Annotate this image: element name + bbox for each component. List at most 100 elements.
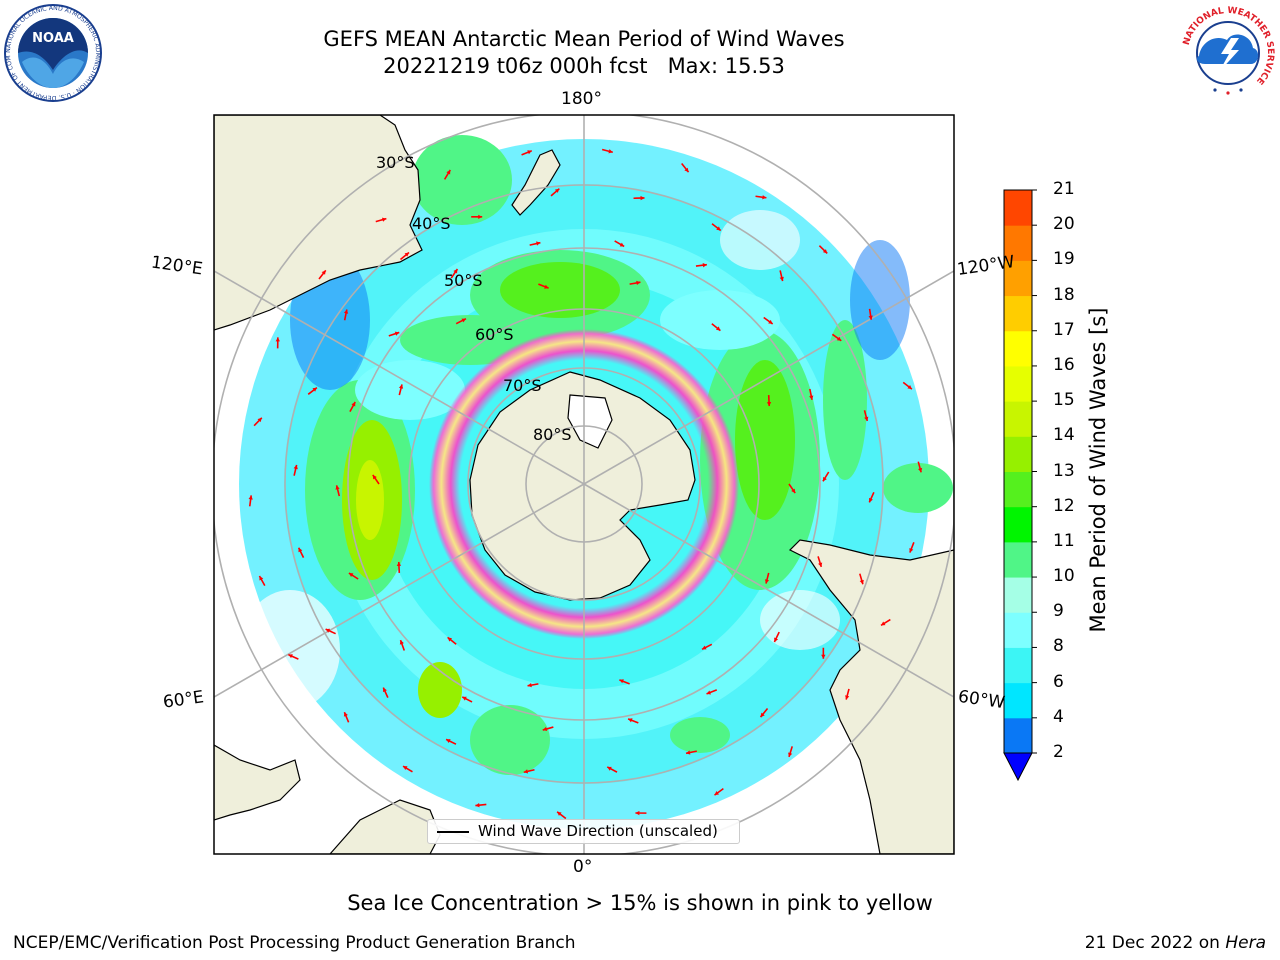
colorbar-tick-label: 2 (1053, 742, 1064, 762)
wave-direction-arrowhead (715, 326, 721, 331)
lon-label-0: 0° (573, 857, 593, 877)
wave-direction-arrowhead (859, 579, 864, 585)
australia (214, 115, 423, 331)
colorbar-bin (1004, 612, 1032, 648)
south-america (788, 480, 954, 854)
colorbar-bin (1004, 190, 1032, 226)
wave-direction-arrowhead (536, 241, 541, 246)
wave-direction-arrowhead (351, 401, 356, 407)
wave-direction-arrowhead (398, 384, 404, 389)
sea-ice-caption: Sea Ice Concentration > 15% is shown in … (347, 891, 933, 915)
wave-direction-arrowhead (635, 810, 640, 816)
wave-direction-arrowhead (607, 766, 612, 771)
wave-direction-arrowhead (544, 284, 549, 289)
colorbar-tick-label: 10 (1053, 566, 1075, 587)
wave-direction-arrowhead (822, 249, 828, 254)
colorbar-bin (1004, 577, 1032, 613)
graticule (214, 115, 954, 854)
colorbar-tick-label: 15 (1053, 390, 1075, 411)
wave-direction-arrowhead (619, 242, 625, 247)
wave-direction-arrowhead (762, 195, 767, 200)
lat-label-50s: 50°S (444, 271, 483, 290)
wave-direction-arrowhead (446, 169, 451, 175)
wave-direction-arrowhead (702, 645, 707, 650)
colorbar-bin (1004, 330, 1032, 367)
wave-direction-arrowhead (446, 739, 451, 744)
colorbar-bin (1004, 436, 1032, 472)
wave-direction-arrowhead (766, 401, 772, 407)
footer-credit: NCEP/EMC/Verification Post Processing Pr… (13, 933, 576, 953)
colorbar-tick-label: 21 (1053, 179, 1075, 199)
wave-direction-arrowhead (348, 573, 354, 577)
noaa-logo: NATIONAL OCEANIC AND ATMOSPHERIC ADMINIS… (4, 4, 102, 102)
colorbar-bin (1004, 506, 1032, 543)
nws-logo: NATIONAL WEATHER SERVICE (1180, 5, 1276, 101)
wave-direction-arrowhead (372, 474, 377, 480)
colorbar-tick-label: 14 (1053, 425, 1075, 446)
colorbar-bin (1004, 260, 1032, 297)
colorbar-tick-label: 18 (1053, 284, 1075, 305)
wave-direction-arrowhead (453, 268, 458, 274)
wave-direction-arrowhead (478, 214, 483, 220)
wave-direction-arrowhead (554, 188, 560, 193)
wave-direction-arrowhead (818, 562, 823, 567)
wave-direction-arrowhead (298, 547, 303, 553)
colorbar-bin (1004, 295, 1032, 332)
wave-direction-arrowhead (259, 576, 264, 581)
wave-direction-arrowhead (343, 309, 349, 314)
colorbar (1003, 189, 1037, 782)
colorbar-bin (1004, 682, 1032, 719)
colorbar-bin (1004, 717, 1032, 754)
map-legend: Wind Wave Direction (unscaled) (427, 819, 740, 844)
wave-direction-arrowhead (714, 791, 719, 796)
wave-direction-arrowhead (619, 679, 624, 684)
wave-direction-arrowhead (686, 750, 691, 755)
wave-direction-arrowhead (542, 726, 548, 732)
wave-direction-arrowhead (809, 395, 814, 400)
lon-label-180: 180° (561, 89, 602, 109)
wave-direction-arrowhead (257, 417, 262, 423)
lat-label-70s: 70°S (503, 376, 542, 395)
wave-direction-arrowhead (760, 712, 765, 718)
lat-label-30s: 30°S (376, 153, 415, 172)
wave-direction-arrowhead (557, 811, 562, 816)
wave-direction-arrowhead (403, 766, 408, 771)
colorbar-bin (1004, 365, 1032, 402)
wave-direction-arrowhead (909, 548, 914, 553)
colorbar-bin (1004, 541, 1032, 578)
legend-label: Wind Wave Direction (unscaled) (478, 822, 718, 840)
colorbar-tick-label: 9 (1053, 601, 1064, 622)
wave-direction-arrowhead (381, 217, 387, 222)
wave-direction-arrowhead (527, 150, 532, 155)
colorbar-bin (1004, 647, 1032, 684)
wave-direction-arrowhead (868, 315, 873, 320)
colorbar-tick-label: 13 (1053, 460, 1075, 481)
colorbar-under-triangle (1003, 752, 1033, 782)
colorbar-tick-label: 20 (1053, 214, 1075, 235)
map-frame (213, 114, 955, 855)
southern-africa (214, 744, 301, 821)
chart-subtitle: 20221219 t06z 000h fcst Max: 15.53 (383, 54, 785, 78)
wave-direction-arrowhead (462, 696, 467, 701)
wave-direction-arrowhead (396, 561, 402, 567)
colorbar-tick-label: 17 (1053, 319, 1075, 340)
wave-direction-arrowhead (702, 263, 707, 268)
wave-direction-arrowhead (325, 628, 331, 633)
wave-direction-arrowhead (461, 318, 466, 323)
chart-title: GEFS MEAN Antarctic Mean Period of Wind … (323, 27, 845, 51)
wave-direction-arrowhead (845, 695, 850, 700)
wave-direction-arrowhead (868, 497, 873, 503)
antarctica (469, 371, 696, 601)
wave-direction-arrowhead (335, 485, 340, 490)
wave-direction-arrowhead (394, 331, 400, 336)
wave-direction-arrowhead (404, 252, 409, 257)
wave-direction-arrowhead (836, 336, 842, 341)
wave-direction-arrowhead (779, 276, 784, 282)
wind-wave-arrows (248, 148, 923, 820)
wave-direction-arrowhead (764, 579, 770, 584)
wave-direction-arrowhead (475, 803, 480, 808)
wave-direction-arrowhead (768, 319, 773, 324)
wave-direction-arrowhead (640, 195, 645, 201)
legend-line-swatch (437, 831, 469, 833)
